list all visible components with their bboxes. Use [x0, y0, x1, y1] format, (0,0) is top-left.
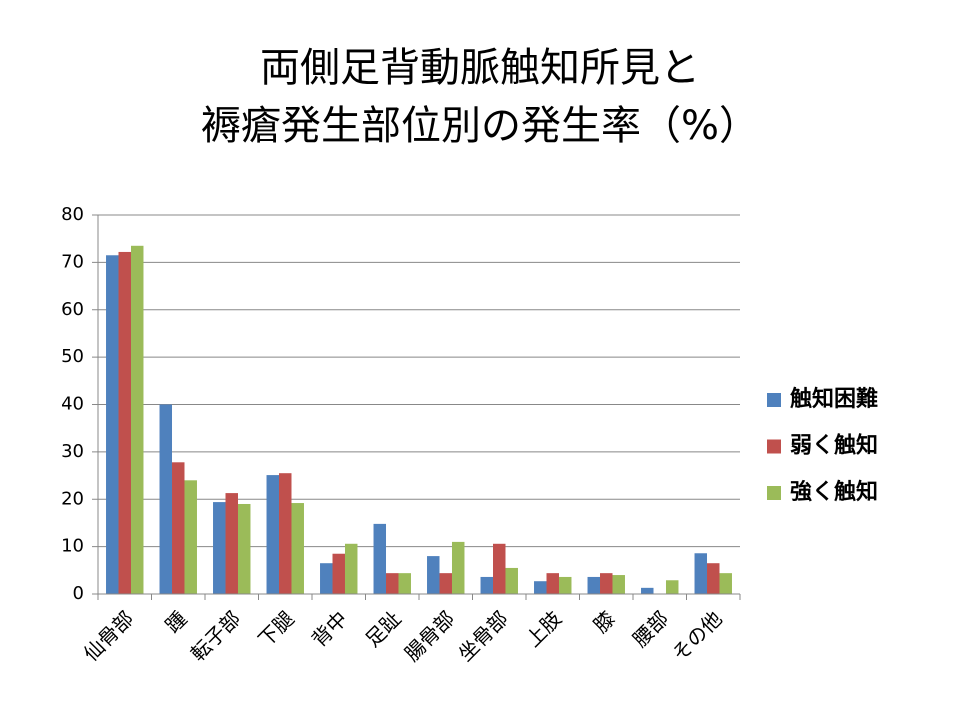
bar: [451, 541, 465, 594]
bar: [587, 576, 601, 594]
bar: [641, 587, 654, 594]
y-tick-label: 60: [61, 299, 84, 320]
y-tick-label: 70: [61, 251, 84, 272]
y-tick-label: 80: [61, 204, 84, 225]
chart-title: 褥瘡発生部位別の発生率（%）: [201, 103, 759, 149]
x-tick-label: 背中: [307, 606, 352, 651]
bar: [493, 543, 506, 594]
x-tick-label: 下腿: [253, 606, 298, 651]
y-tick-label: 40: [61, 394, 84, 415]
x-tick-label: 足趾: [360, 606, 405, 651]
bar: [159, 404, 173, 594]
bar: [505, 567, 518, 594]
legend-swatch: [767, 439, 781, 454]
bar: [106, 255, 119, 595]
bar: [558, 576, 572, 594]
y-tick-label: 30: [61, 441, 84, 462]
legend-label: 強く触知: [790, 479, 878, 505]
bar: [291, 503, 304, 594]
x-tick-label: 腰部: [628, 606, 673, 651]
bar: [427, 556, 440, 594]
bar: [665, 580, 679, 594]
bar: [213, 502, 226, 594]
bar: [398, 573, 411, 594]
bar: [237, 503, 251, 594]
x-tick-label: 仙骨部: [79, 606, 138, 665]
y-tick-label: 10: [61, 536, 84, 557]
bar: [279, 473, 292, 594]
bar: [225, 493, 238, 594]
bar: [534, 581, 547, 594]
y-tick-label: 20: [61, 488, 84, 509]
x-tick-label: 上肢: [521, 606, 566, 651]
bar: [332, 553, 345, 594]
legend-swatch: [767, 393, 781, 407]
bar: [344, 543, 358, 594]
bar: [600, 573, 613, 594]
bar: [694, 553, 708, 594]
bar: [439, 573, 452, 594]
y-tick-label: 50: [61, 346, 84, 367]
bar: [612, 575, 625, 594]
x-tick-label: 膝: [589, 606, 620, 637]
bar: [184, 480, 197, 594]
x-tick-label: 転子部: [186, 606, 245, 665]
bar: [172, 462, 185, 594]
bar: [480, 576, 494, 594]
bar: [386, 573, 399, 594]
bar: [130, 245, 144, 594]
bar: [118, 251, 131, 594]
bar: [546, 573, 559, 594]
bar: [320, 563, 333, 594]
legend-label: 触知困難: [790, 386, 878, 412]
bar: [719, 573, 732, 594]
legend-label: 弱く触知: [790, 433, 878, 459]
bar: [266, 475, 280, 594]
chart-title: 両側足背動脈触知所見と: [260, 45, 700, 91]
y-tick-label: 0: [73, 583, 84, 604]
bar: [707, 563, 720, 594]
legend-swatch: [767, 486, 781, 500]
x-tick-label: その他: [667, 606, 726, 665]
bar: [373, 523, 387, 594]
x-tick-label: 腸骨部: [400, 606, 459, 665]
x-tick-label: 踵: [161, 606, 192, 637]
x-tick-label: 坐骨部: [453, 606, 512, 665]
